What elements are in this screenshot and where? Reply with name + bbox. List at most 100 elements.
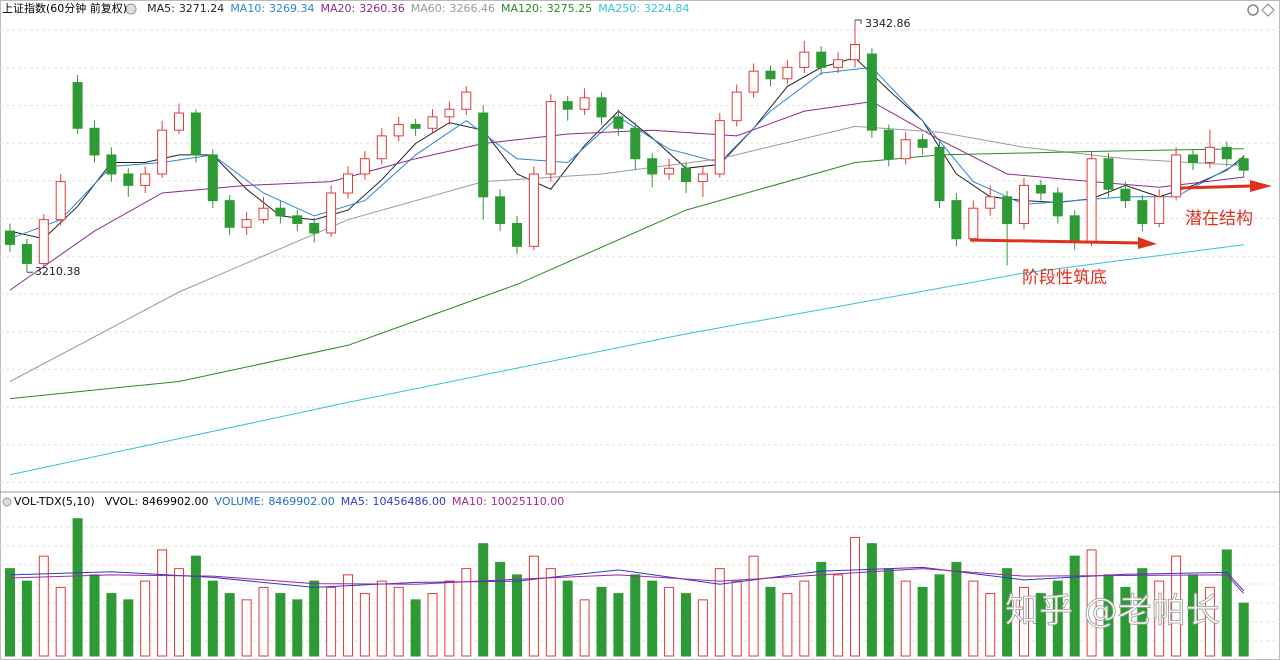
candle-body — [444, 108, 455, 118]
candle-body — [782, 66, 793, 80]
candle-body — [748, 70, 759, 93]
volume-bar — [1154, 580, 1165, 657]
legend-name: MA10: — [452, 495, 487, 508]
candle-body — [833, 59, 844, 68]
legend-name: MA120: — [500, 2, 543, 15]
candle-body — [528, 173, 539, 247]
volume-bar — [241, 599, 252, 657]
volume-bar — [309, 580, 320, 657]
settings-icon[interactable] — [1247, 4, 1259, 16]
volume-bar — [748, 555, 759, 657]
candle-body — [647, 158, 658, 175]
candle-body — [681, 167, 691, 183]
chart-title: 上证指数(60分钟 前复权) — [2, 2, 128, 15]
volume-ma-line — [9, 568, 1245, 594]
candle-body — [427, 116, 438, 129]
candle-body — [1086, 158, 1097, 244]
volume-bar — [833, 574, 844, 657]
volume-bar — [562, 580, 573, 657]
volume-bar — [495, 561, 506, 657]
candle-body — [309, 222, 320, 234]
legend-value: 3266.46 — [449, 2, 495, 15]
candle-body — [562, 101, 573, 110]
volume-bar — [714, 568, 725, 657]
candle-body — [38, 219, 49, 264]
candle-body — [292, 215, 303, 224]
candle-body — [1154, 196, 1165, 224]
volume-bar — [393, 586, 404, 657]
candle-body — [731, 91, 742, 122]
dropdown-icon[interactable] — [125, 3, 137, 15]
volume-bar — [190, 555, 201, 657]
candle-body — [1019, 184, 1029, 224]
volume-bar — [55, 586, 66, 657]
candle-body — [1069, 215, 1080, 244]
candle-body — [89, 127, 100, 156]
candle-body — [258, 207, 269, 221]
volume-bar — [731, 580, 742, 657]
volume-bar — [1120, 586, 1131, 657]
candle-body — [866, 53, 877, 131]
volume-bar — [89, 574, 100, 657]
candle-body — [1137, 200, 1148, 224]
candle-body — [72, 82, 83, 129]
volume-bar — [343, 574, 353, 657]
legend-value: 8469902.00 — [268, 495, 335, 508]
volume-bar — [1035, 593, 1046, 657]
vvol-value: 8469902.00 — [142, 495, 209, 508]
candle-body — [545, 101, 556, 175]
legend-value: 3260.36 — [359, 2, 405, 15]
expand-icon[interactable] — [1261, 3, 1275, 17]
candle-body — [579, 97, 590, 110]
volume-bar — [258, 586, 269, 657]
legend-name: MA5: — [147, 2, 175, 15]
legend-value: 3224.84 — [643, 2, 690, 15]
candle-body — [934, 146, 945, 202]
candle-body — [241, 219, 252, 228]
volume-bar — [850, 536, 860, 657]
volume-bar — [697, 599, 708, 657]
legend-value: 10456486.00 — [372, 495, 447, 508]
volume-bar — [106, 593, 117, 657]
volume-bar — [1069, 555, 1080, 657]
volume-bar — [968, 580, 979, 657]
candle-body — [207, 154, 218, 202]
arrow — [1179, 180, 1272, 192]
volume-bar — [866, 543, 877, 657]
volume-bar — [985, 593, 996, 657]
ma-line — [9, 148, 1244, 400]
candle-body — [697, 173, 708, 183]
volume-bar — [326, 586, 337, 657]
low-label: 3210.38 — [35, 265, 81, 278]
candle-body — [461, 91, 472, 110]
volume-bar — [664, 586, 675, 657]
candle-body — [968, 207, 979, 240]
candle-body — [1238, 158, 1249, 171]
volume-bar — [174, 568, 184, 657]
candle-body — [190, 112, 201, 156]
volume-bar — [123, 599, 134, 657]
volume-bar — [782, 593, 793, 657]
volume-bar — [376, 580, 387, 657]
volume-bar — [72, 518, 83, 657]
candle-body — [478, 112, 489, 198]
volume-bar — [359, 593, 370, 657]
volume-bar — [900, 580, 911, 657]
candle-body — [765, 70, 776, 80]
candle-body — [21, 243, 32, 264]
legend-name: MA10: — [230, 2, 266, 15]
candle-body — [714, 120, 725, 175]
ma-line — [9, 101, 1244, 291]
volume-bar — [512, 574, 522, 657]
candle-body — [1052, 192, 1063, 217]
volume-bar — [1204, 586, 1215, 657]
volume-title: VOL-TDX(5,10) — [14, 495, 95, 508]
volume-bar — [816, 561, 827, 657]
volume-bar — [38, 555, 49, 657]
volume-bar — [1221, 549, 1232, 657]
candle-body — [799, 51, 810, 68]
legend-value: 3269.34 — [269, 2, 315, 15]
dropdown-icon[interactable] — [2, 497, 12, 507]
volume-bar — [1238, 602, 1249, 657]
